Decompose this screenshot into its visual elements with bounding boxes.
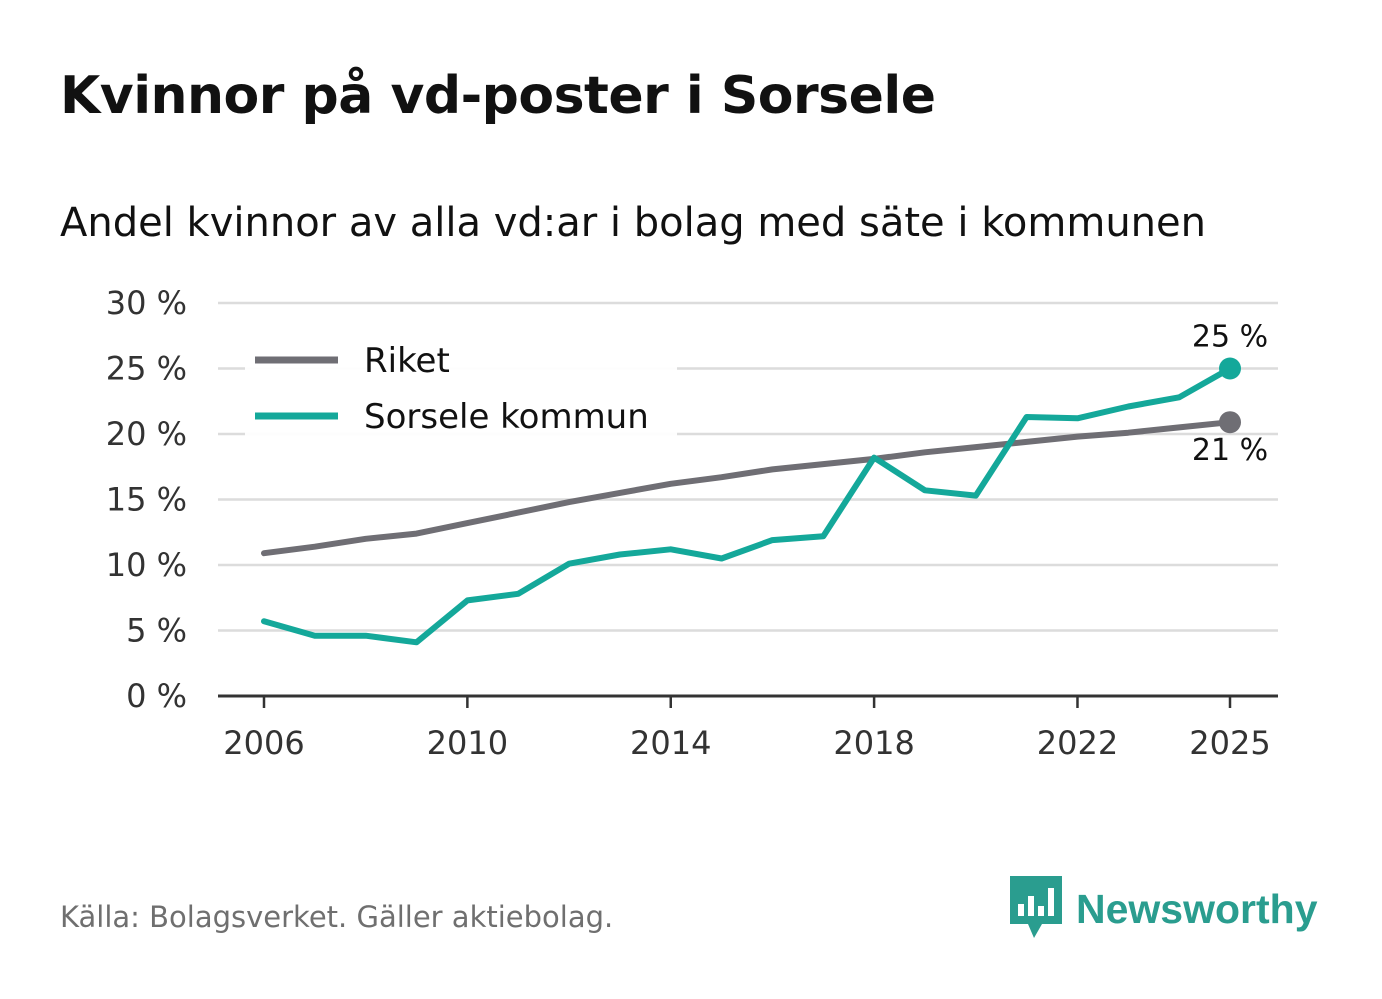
line-chart: 0 % 5 % 10 % 15 % 20 % 25 % 30 % 2006 2010 2014 20… <box>106 284 1278 762</box>
series-line <box>261 365 1233 646</box>
chart-subtitle: Andel kvinnor av alla vd:ar i bolag med … <box>60 200 1206 246</box>
y-tick-label: 15 % <box>106 481 187 519</box>
y-tick-label: 5 % <box>126 612 187 650</box>
series-end-label: 21 % <box>1192 433 1268 468</box>
y-tick-label: 20 % <box>106 415 187 453</box>
source-note: Källa: Bolagsverket. Gäller aktiebolag. <box>60 900 614 934</box>
y-tick-label: 25 % <box>106 350 187 388</box>
brand-logo: Newsworthy <box>1010 876 1318 942</box>
legend-label: Riket <box>364 341 450 381</box>
x-tick-label: 2022 <box>1037 724 1118 762</box>
y-tick-label: 0 % <box>126 677 187 715</box>
x-tick-label: 2006 <box>223 724 304 762</box>
x-tick-label: 2010 <box>427 724 508 762</box>
newsworthy-logo-icon <box>1010 876 1062 938</box>
series-end-marker <box>1219 411 1241 434</box>
y-tick-label: 30 % <box>106 284 187 322</box>
x-tick-label: 2018 <box>833 724 914 762</box>
series-line <box>261 419 1233 557</box>
brand-name: Newsworthy <box>1076 885 1318 932</box>
legend-label: Sorsele kommun <box>364 397 649 437</box>
x-tick-label: 2025 <box>1189 724 1270 762</box>
chart-title: Kvinnor på vd-poster i Sorsele <box>60 66 936 126</box>
series-end-marker <box>1219 357 1241 380</box>
y-tick-label: 10 % <box>106 546 187 584</box>
x-tick-label: 2014 <box>630 724 711 762</box>
series-end-label: 25 % <box>1192 320 1268 355</box>
